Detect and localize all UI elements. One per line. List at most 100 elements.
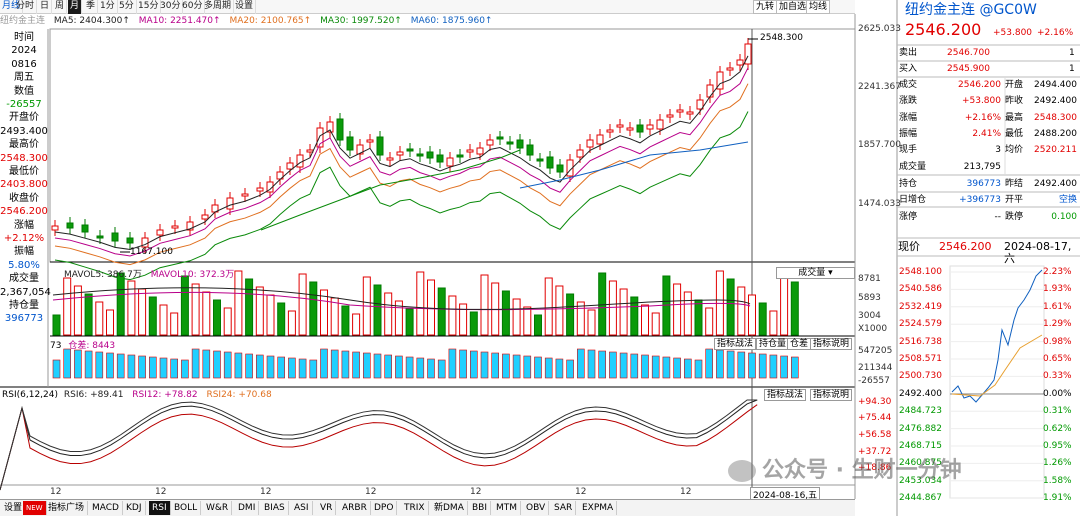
indicator-tab-15[interactable]: 新DMA [431,501,468,515]
volume-bar [394,300,403,336]
indicator-tab-5[interactable]: RSI [149,501,171,515]
info-row-13: 2546.200 [0,206,48,218]
indicator-tab-3[interactable]: MACD [89,501,123,515]
rsi-help-button[interactable]: 指标说明 [810,389,853,401]
indicator-tab-12[interactable]: ARBR [339,501,371,515]
volume-bar [534,314,542,336]
volume-bar [566,293,575,336]
oi-bar [255,354,264,379]
indicator-tab-19[interactable]: SAR [551,501,577,515]
indicator-tab-2[interactable]: 指标广场 [45,501,89,515]
mini-right-12: 1.58% [1043,475,1072,486]
oi-bar [395,355,403,379]
toolbar-right-button-2[interactable]: 均线 [806,0,831,14]
mini-left-1: 2540.586 [899,284,942,295]
oi-bar [491,352,500,379]
ask-label: 卖出 [899,48,918,58]
mini-left-5: 2508.571 [899,354,942,364]
rsi-info: RSI(6,12,24) RSI6: +89.41 RSI12: +78.82 … [2,390,272,400]
candle-body [706,84,714,98]
period-tab-1[interactable]: 分时 [14,0,38,14]
oi-bar [74,349,82,379]
new-badge: NEW [23,501,47,515]
volume-bar [341,305,350,336]
indicator-tab-16[interactable]: BBI [469,501,492,515]
volume-bar [405,308,414,336]
rows2-cell-2-1: -- [994,211,1002,222]
period-tab-4[interactable]: 月 [68,0,83,14]
candle-body [726,67,734,71]
mini-label: 现价 [898,240,920,253]
low-label: 1167.100 [130,247,173,257]
rows2-cell-0-3: 2492.400 [1034,179,1077,189]
oi-bar [127,354,136,379]
mini-right-9: 0.62% [1043,423,1072,434]
indicator-tab-13[interactable]: DPO [371,501,398,515]
period-tab-8[interactable]: 15分 [136,0,162,14]
price-axis-4: 1474.033 [858,199,901,209]
indicator-tab-8[interactable]: DMI [235,501,260,515]
rsi-strategy-button[interactable]: 指标战法 [764,389,807,401]
candle-body [466,149,474,153]
oi-bar [641,354,649,379]
indicator-tab-6[interactable]: BOLL [171,501,202,515]
indicator-tab-7[interactable]: W&R [203,501,233,515]
oi-strategy-button[interactable]: 指标战法 [714,338,757,350]
indicator-tab-11[interactable]: VR [317,501,337,515]
period-tab-2[interactable]: 日 [38,0,53,14]
indicator-tab-18[interactable]: OBV [523,501,550,515]
volume-indicator-select[interactable]: 成交量 ▾ [776,267,855,279]
indicator-tab-20[interactable]: EXPMA [579,501,618,515]
indicator-tab-17[interactable]: MTM [493,501,522,515]
period-tab-7[interactable]: 5分 [117,0,137,14]
indicator-tab-10[interactable]: ASI [291,501,313,515]
period-tab-5[interactable]: 季 [84,0,99,14]
period-tab-12[interactable]: 设置 [233,0,257,14]
candle-body [436,154,444,163]
watermark: 公众号 · 生财一分钟 [728,452,962,484]
volume-bar [191,283,200,336]
volume-bar [780,273,789,336]
oi-bar [651,355,660,379]
candle-body [366,139,374,143]
candle-body [156,229,164,236]
volume-bar [287,310,296,336]
ma30-value: MA30: 1997.520↑ [320,16,402,26]
oi-bar [159,357,168,379]
oi-position-button[interactable]: 持仓量 [756,338,790,350]
rows2-cell-2-2: 跌停 [1005,211,1024,222]
candle-body [416,153,424,157]
volume-bar [148,296,157,336]
volume-bar [116,272,125,336]
rsi-label: RSI(6,12,24) [2,390,58,400]
indicator-tab-4[interactable]: KDJ [123,501,146,515]
rows-cell-3-3: 2488.200 [1034,128,1077,139]
ma20-line [54,83,749,266]
oi-bar [416,357,425,379]
rows-cell-4-1: 3 [995,145,1001,156]
candle-body [716,71,724,90]
price-change: +53.800 [993,28,1033,38]
indicator-tab-14[interactable]: TRIX [401,501,429,515]
period-tab-6[interactable]: 1分 [98,0,118,14]
indicator-tab-9[interactable]: BIAS [261,501,289,515]
period-tab-3[interactable]: 周 [53,0,68,14]
candle-body [506,141,514,145]
candle-body [81,224,89,233]
ma60-line [519,141,749,189]
oi-diff-button[interactable]: 仓差 [787,338,812,350]
rsi6-line [0,404,758,491]
oi-bar [405,356,414,379]
oi-bar [95,351,104,379]
mini-right-4: 0.98% [1043,336,1072,347]
period-tab-11[interactable]: 多周期 [202,0,235,14]
time-tick-1: 12 [155,487,167,497]
period-tab-9[interactable]: 30分 [158,0,184,14]
period-tab-10[interactable]: 60分 [180,0,206,14]
oi-bar [587,349,596,379]
oi-help-button[interactable]: 指标说明 [810,338,853,350]
rows-cell-1-1: +53.800 [961,96,1001,107]
mini-left-4: 2516.738 [899,336,942,347]
rows2-cell-0-0: 持仓 [899,179,918,189]
